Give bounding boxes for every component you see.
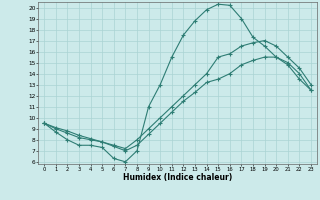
X-axis label: Humidex (Indice chaleur): Humidex (Indice chaleur) <box>123 173 232 182</box>
